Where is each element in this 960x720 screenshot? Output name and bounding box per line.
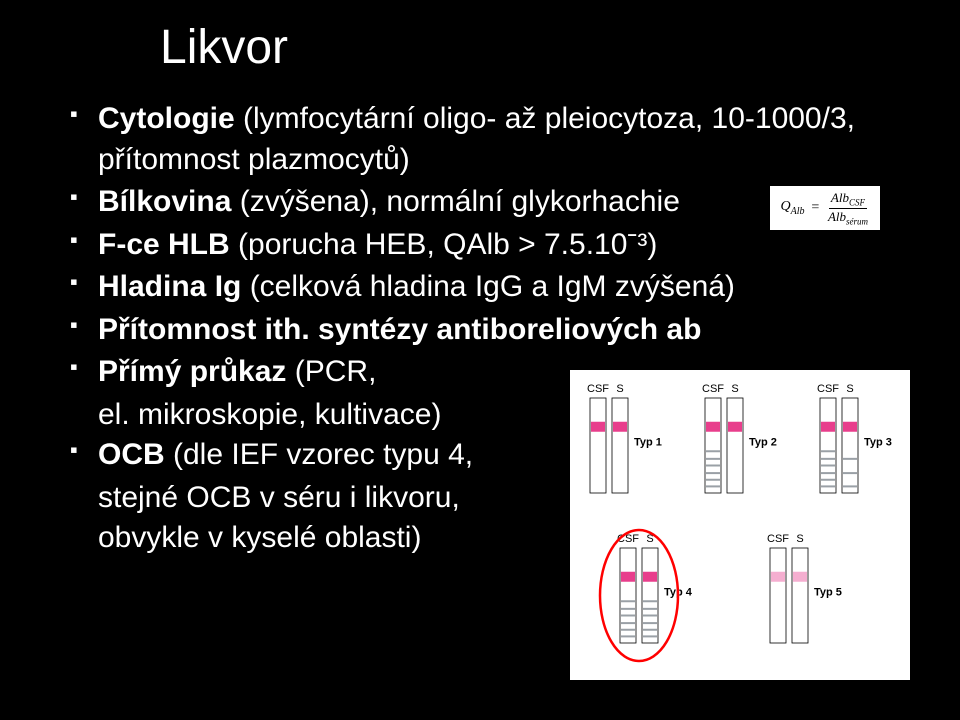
svg-text:CSF: CSF xyxy=(587,383,609,395)
svg-text:CSF: CSF xyxy=(817,383,839,395)
svg-text:Typ 5: Typ 5 xyxy=(814,587,842,599)
svg-text:Typ 1: Typ 1 xyxy=(634,437,662,449)
bullet-text: (celková hladina IgG a IgM zvýšená) xyxy=(241,270,735,303)
ocb-diagram: CSFSTyp 1CSFSTyp 2CSFSTyp 3CSFSTyp 4CSFS… xyxy=(570,370,910,680)
formula-lhs: QAlb xyxy=(780,199,804,217)
svg-text:CSF: CSF xyxy=(767,533,789,545)
svg-text:Typ 3: Typ 3 xyxy=(864,437,892,449)
svg-text:S: S xyxy=(616,383,623,395)
bullet-bold: Přítomnost ith. syntézy antiboreliových … xyxy=(98,313,701,346)
slide: Likvor Cytologie (lymfocytární oligo- až… xyxy=(0,0,960,720)
svg-text:CSF: CSF xyxy=(702,383,724,395)
bullet-fcehlb: F-ce HLB (porucha HEB, QAlb > 7.5.10ˉ³) xyxy=(70,225,890,266)
bullet-bold: Cytologie xyxy=(98,102,235,135)
bullet-bold: Přímý průkaz xyxy=(98,355,286,388)
bullet-text: (PCR, xyxy=(286,355,376,388)
bullet-bilkovina: Bílkovina (zvýšena), normální glykorhach… xyxy=(70,182,890,223)
formula-eq: = xyxy=(810,200,819,216)
svg-text:S: S xyxy=(731,383,738,395)
bullet-text: (zvýšena), normální glykorhachie xyxy=(231,185,680,218)
slide-title: Likvor xyxy=(70,20,890,75)
bullet-cytologie: Cytologie (lymfocytární oligo- až pleioc… xyxy=(70,99,890,180)
bullet-bold: F-ce HLB xyxy=(98,228,230,261)
svg-text:Typ 2: Typ 2 xyxy=(749,437,777,449)
bullet-bold: OCB xyxy=(98,438,165,471)
bullet-bold: Bílkovina xyxy=(98,185,231,218)
bullet-text: (dle IEF vzorec typu 4, xyxy=(165,438,473,471)
formula-fraction: AlbCSF Albsérum xyxy=(826,190,870,226)
formula-qalb: QAlb = AlbCSF Albsérum xyxy=(770,186,880,230)
bullet-hladina: Hladina Ig (celková hladina IgG a IgM zv… xyxy=(70,267,890,308)
bullet-pritomnost: Přítomnost ith. syntézy antiboreliových … xyxy=(70,310,890,351)
svg-text:S: S xyxy=(796,533,803,545)
bullet-text: (porucha HEB, QAlb > 7.5.10ˉ³) xyxy=(230,228,658,261)
svg-text:S: S xyxy=(846,383,853,395)
bullet-bold: Hladina Ig xyxy=(98,270,241,303)
